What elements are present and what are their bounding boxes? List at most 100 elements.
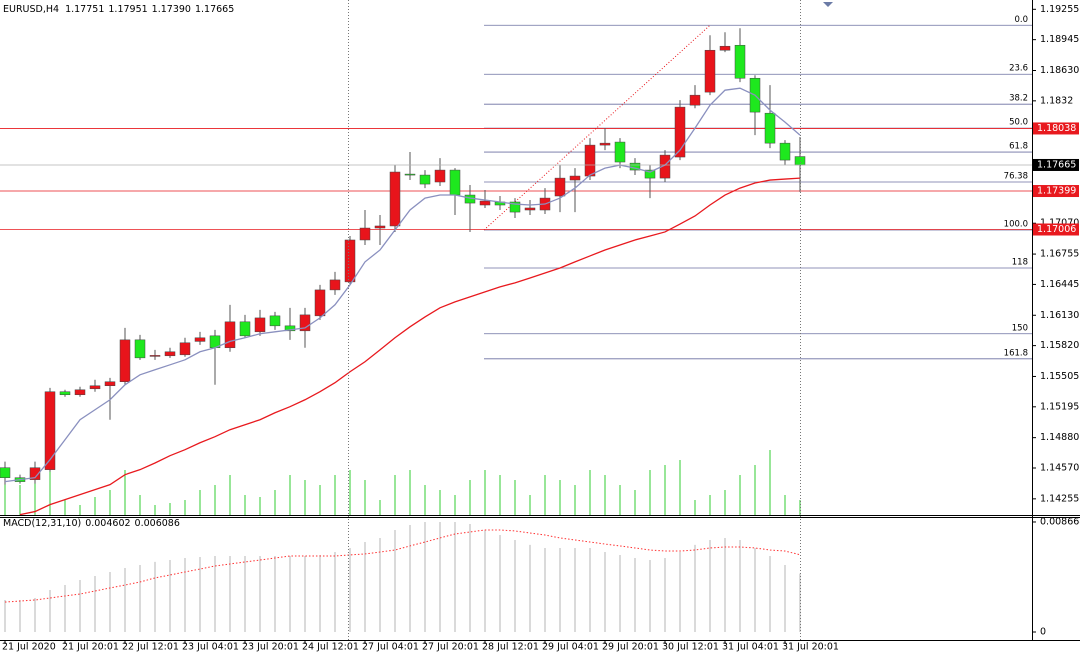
y-tick-label: 1.16755 [1040,249,1079,260]
moving-average [19,177,801,516]
candle-body [794,156,806,166]
price-marker [1033,122,1079,135]
candle-body [509,201,521,213]
y-tick-label: 0.008668 [1040,516,1080,527]
x-tick-label: 22 Jul 12:01 [122,642,179,653]
header-value: 1.17665 [195,4,234,15]
candle-body [479,200,491,206]
y-tick-label: 0 [1040,627,1046,638]
fibo-label: 50.0 [1009,118,1028,128]
y-tick-label: 1.15505 [1040,371,1079,382]
y-tick-label: 1.16445 [1040,279,1079,290]
candle-body [104,381,116,387]
macd-value: 0.004602 [85,518,130,529]
x-tick-label: 30 Jul 12:01 [662,642,719,653]
fibo-label: 76.38 [1004,172,1028,182]
y-tick-label: 1.15820 [1040,340,1079,351]
candle-body [404,173,416,176]
price-marker [1033,158,1079,171]
candle-body [689,94,701,106]
price-marker [1033,223,1079,236]
candle-body [74,389,86,396]
candle-body [764,112,776,144]
x-tick-label: 31 Jul 20:01 [782,642,839,653]
x-tick-label: 27 Jul 20:01 [422,642,479,653]
moving-average [4,87,801,483]
macd-header: MACD(12,31,10) 0.004602 0.006086 [3,518,180,529]
signal-value: 0.006086 [135,518,180,529]
candle-body [359,227,371,241]
candle-body [434,169,446,183]
candle-body [599,142,611,146]
candle-body [524,207,536,211]
candle-body [284,325,296,332]
candle-body [614,141,626,163]
symbol: EURUSD,H4 [3,4,59,15]
x-tick-label: 27 Jul 04:01 [362,642,419,653]
candle-body [269,315,281,327]
x-tick-label: 29 Jul 04:01 [542,642,599,653]
candle-body [299,314,311,332]
x-tick-label: 28 Jul 12:01 [482,642,539,653]
x-tick-label: 31 Jul 04:01 [722,642,779,653]
fibo-label: 161.8 [1004,348,1028,358]
candle-body [164,351,176,357]
fibo-label: 38.2 [1009,94,1028,104]
candle-body [314,289,326,317]
y-tick-label: 1.18945 [1040,34,1079,45]
candle-body [134,339,146,359]
fibo-label: 23.6 [1009,64,1028,74]
header-value: 1.17390 [152,4,191,15]
candle-body [389,171,401,227]
signal-line [4,529,801,603]
candle-body [59,391,71,396]
candle-body [374,225,386,229]
chart-header: EURUSD,H4 1.17751 1.17951 1.17390 1.17665 [3,4,234,15]
fibo-label: 118 [1012,257,1028,267]
price-marker-label: 1.17665 [1037,159,1076,170]
candle-body [89,385,101,390]
candle-body [659,154,671,179]
y-tick-label: 1.18630 [1040,65,1079,76]
price-marker-label: 1.17399 [1037,186,1076,197]
layers: 1.19255 1.18945 1.18630 1.1832 1.17070 1.1675… [0,4,1080,653]
x-tick-label: 23 Jul 20:01 [242,642,299,653]
x-tick-label: 29 Jul 20:01 [602,642,659,653]
price-marker-label: 1.17006 [1037,224,1076,235]
y-tick-label: 1.1832 [1040,95,1073,106]
candle-body [569,175,581,181]
candle-body [329,279,341,291]
candle-body [449,169,461,196]
candle-body [29,467,41,480]
candle-body [719,45,731,51]
candle-body [779,142,791,161]
candle-body [179,342,191,356]
candle-body [149,355,161,357]
x-tick-label: 23 Jul 04:01 [182,642,239,653]
y-tick-label: 1.19255 [1040,4,1079,15]
candle-body [224,321,236,349]
x-tick-label: 21 Jul 2020 [2,642,56,653]
candle-body [119,339,131,382]
candle-body [44,391,56,470]
fibo-label: 61.8 [1009,142,1028,152]
y-tick-label: 1.17070 [1040,218,1079,229]
candle-body [734,44,746,79]
y-tick-label: 1.14570 [1040,463,1079,474]
candle-body [419,174,431,185]
candle-body [344,239,356,283]
fibo-label: 100.0 [1004,219,1028,229]
y-tick-label: 1.14880 [1040,432,1079,443]
price-marker-label: 1.18038 [1037,123,1076,134]
shift-marker [823,2,833,7]
candle-body [0,467,11,478]
x-tick-label: 21 Jul 20:01 [62,642,119,653]
candle-body [704,49,716,93]
candle-body [554,177,566,197]
x-tick-label: 24 Jul 12:01 [302,642,359,653]
fibo-label: 0.0 [1014,15,1028,25]
candle-body [254,317,266,333]
header-value: 1.17951 [108,4,147,15]
